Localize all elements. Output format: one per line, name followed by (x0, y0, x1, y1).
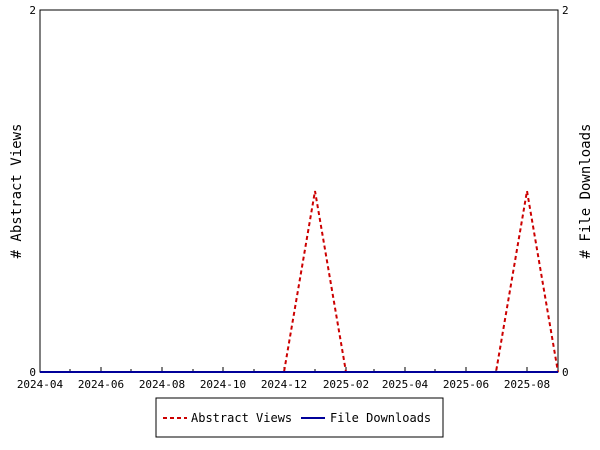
y-right-axis-title: # File Downloads (578, 124, 594, 259)
legend-label-abstract-views: Abstract Views (191, 411, 292, 425)
legend: Abstract Views File Downloads (155, 397, 444, 438)
x-tick-label: 2025-06 (443, 378, 489, 391)
x-axis-tick-labels: 2024-04 2024-06 2024-08 2024-10 2024-12 2025-… (17, 378, 550, 391)
y-left-tick-label: 0 (29, 366, 36, 379)
x-tick-label: 2025-08 (504, 378, 550, 391)
y-axis-tick-labels: 0 2 0 2 (29, 4, 568, 379)
x-tick-label: 2024-06 (78, 378, 124, 391)
legend-label-file-downloads: File Downloads (330, 411, 431, 425)
x-tick-label: 2024-10 (200, 378, 246, 391)
x-tick-label: 2024-12 (261, 378, 307, 391)
x-tick-label: 2025-02 (323, 378, 369, 391)
x-tick-label: 2024-04 (17, 378, 64, 391)
y-right-tick-label: 2 (562, 4, 569, 17)
y-left-tick-label: 2 (29, 4, 36, 17)
series-group (40, 190, 559, 373)
legend-box (155, 397, 444, 438)
x-tick-label: 2025-04 (382, 378, 429, 391)
x-tick-label: 2024-08 (139, 378, 185, 391)
y-left-axis-title: # Abstract Views (9, 124, 25, 259)
y-right-tick-label: 0 (562, 366, 569, 379)
plot-area (39, 9, 559, 373)
